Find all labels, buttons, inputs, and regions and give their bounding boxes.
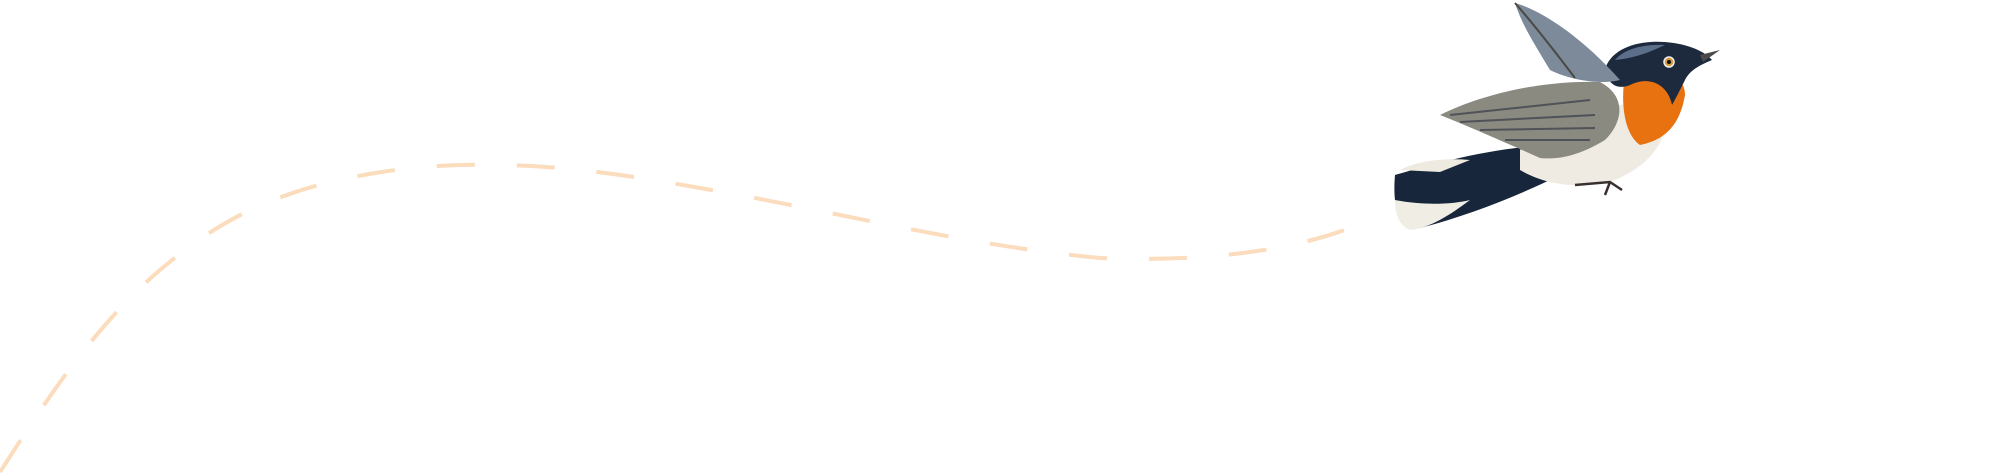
flight-path-dashed-line <box>0 162 1356 474</box>
bird-icon <box>1394 2 1720 230</box>
